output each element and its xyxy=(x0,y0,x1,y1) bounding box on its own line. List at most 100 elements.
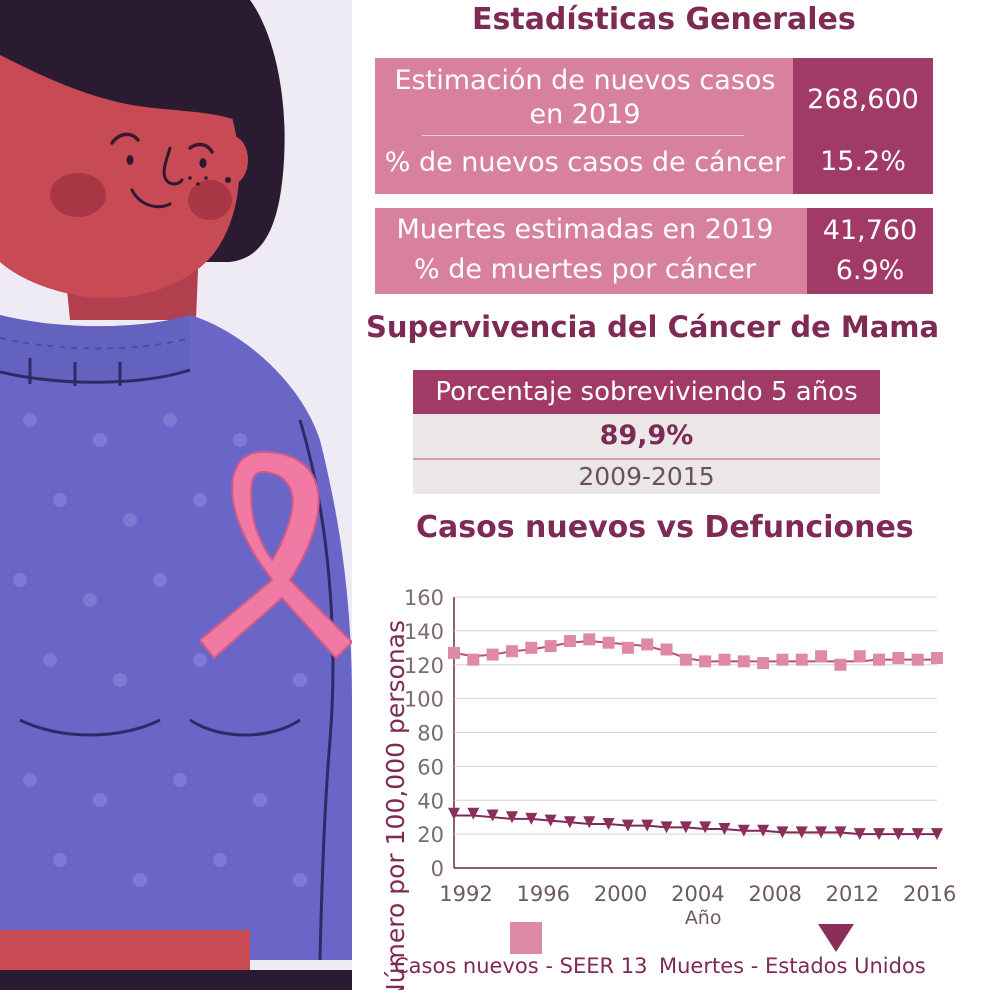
survival-period: 2009-2015 xyxy=(578,462,715,491)
data-point-new-cases xyxy=(892,651,905,664)
data-point-new-cases xyxy=(853,650,866,663)
data-point-deaths xyxy=(486,809,499,822)
eyebrow xyxy=(110,132,140,145)
x-tick-label: 2004 xyxy=(671,882,724,906)
data-point-new-cases xyxy=(718,653,731,666)
bangs xyxy=(0,0,252,120)
data-point-deaths xyxy=(892,828,905,841)
new-cases-label: Estimación de nuevos casos en 2019 xyxy=(394,65,776,130)
x-tick-label: 1996 xyxy=(517,882,570,906)
data-point-new-cases xyxy=(737,655,750,668)
data-point-new-cases xyxy=(563,635,576,648)
data-point-deaths xyxy=(505,811,518,824)
data-point-deaths xyxy=(718,823,731,836)
survival-title: Supervivencia del Cáncer de Mama xyxy=(366,310,940,344)
survival-value: 89,9% xyxy=(599,420,694,451)
y-axis-label: Número por 100,000 personas xyxy=(381,620,410,990)
data-point-new-cases xyxy=(486,648,499,661)
data-point-new-cases xyxy=(544,640,557,653)
data-point-deaths xyxy=(602,817,615,830)
divider xyxy=(422,135,744,136)
cases-vs-deaths-chart: 0 20 40 60 80 100 120 140 160 1992 1996 2000 2004 20… xyxy=(381,586,956,990)
data-point-deaths xyxy=(737,824,750,837)
deaths-value: 41,760 xyxy=(822,215,918,246)
data-point-deaths xyxy=(621,819,634,832)
data-point-deaths xyxy=(641,819,654,832)
data-point-deaths xyxy=(853,828,866,841)
nose xyxy=(162,146,184,186)
y-tick-label: 100 xyxy=(404,688,444,712)
data-point-new-cases xyxy=(602,636,615,649)
sweater xyxy=(0,315,352,960)
y-tick-label: 60 xyxy=(417,755,444,779)
legend-marker-deaths xyxy=(818,924,854,952)
data-point-deaths xyxy=(448,807,460,820)
deaths-label: Muertes estimadas en 2019 xyxy=(396,214,774,245)
survival-header xyxy=(413,370,880,414)
data-point-new-cases xyxy=(699,655,712,668)
ribbon-icon xyxy=(198,450,352,660)
data-point-new-cases xyxy=(660,643,673,656)
data-point-deaths xyxy=(467,807,480,820)
data-point-new-cases xyxy=(448,646,460,659)
data-point-new-cases xyxy=(776,653,789,666)
data-point-new-cases xyxy=(834,658,847,671)
blush xyxy=(188,180,232,220)
data-point-deaths xyxy=(660,821,673,834)
data-point-deaths xyxy=(699,821,712,834)
y-tick-label: 80 xyxy=(417,722,444,746)
survival-divider xyxy=(413,458,880,460)
y-tick-label: 120 xyxy=(404,654,444,678)
new-cases-pct-value: 15.2% xyxy=(820,146,906,177)
deaths-pct-label: % de muertes por cáncer xyxy=(414,254,756,285)
new-cases-pct-label: % de nuevos casos de cáncer xyxy=(384,147,786,178)
data-point-new-cases xyxy=(795,653,808,666)
eye xyxy=(126,155,134,165)
data-point-new-cases xyxy=(583,633,596,646)
data-point-deaths xyxy=(873,828,886,841)
legend-label-new-cases: Casos nuevos - SEER 13 xyxy=(394,954,647,978)
data-point-new-cases xyxy=(931,651,943,664)
data-point-deaths xyxy=(815,826,828,839)
mouth xyxy=(130,188,172,209)
trend-line-deaths xyxy=(454,814,937,836)
data-point-new-cases xyxy=(679,653,692,666)
data-point-deaths xyxy=(563,816,576,829)
data-point-deaths xyxy=(525,812,538,825)
data-point-deaths xyxy=(679,821,692,834)
woman-illustration xyxy=(0,0,352,990)
x-tick-label: 1992 xyxy=(439,882,492,906)
data-point-new-cases xyxy=(641,638,654,651)
x-axis-label: Año xyxy=(685,907,722,929)
deaths-panel xyxy=(375,208,807,294)
new-cases-value-panel xyxy=(793,58,933,194)
y-tick-label: 140 xyxy=(404,620,444,644)
earring xyxy=(225,177,231,183)
general-stats-title: Estadísticas Generales xyxy=(472,2,856,37)
data-point-new-cases xyxy=(815,650,828,663)
data-point-new-cases xyxy=(505,645,518,658)
chart-title: Casos nuevos vs Defunciones xyxy=(416,510,914,545)
data-point-deaths xyxy=(776,826,789,839)
deaths-value-panel xyxy=(807,208,933,294)
data-point-new-cases xyxy=(525,641,538,654)
data-point-new-cases xyxy=(757,657,770,670)
legend-label-deaths: Muertes - Estados Unidos xyxy=(659,954,926,978)
blush xyxy=(50,173,106,217)
data-point-new-cases xyxy=(621,641,634,654)
survival-header-label: Porcentaje sobreviviendo 5 años xyxy=(435,377,858,407)
data-point-new-cases xyxy=(467,653,480,666)
y-tick-label: 20 xyxy=(417,823,444,847)
x-tick-label: 2012 xyxy=(826,882,879,906)
y-tick-label: 160 xyxy=(404,586,444,610)
data-point-deaths xyxy=(544,814,557,827)
x-tick-label: 2008 xyxy=(748,882,801,906)
y-tick-label: 40 xyxy=(417,789,444,813)
waistband xyxy=(0,930,250,970)
data-point-new-cases xyxy=(911,653,924,666)
collar xyxy=(0,315,190,383)
data-point-deaths xyxy=(757,824,770,837)
ear xyxy=(216,136,248,184)
survival-value-row xyxy=(413,414,880,458)
data-point-deaths xyxy=(583,816,596,829)
